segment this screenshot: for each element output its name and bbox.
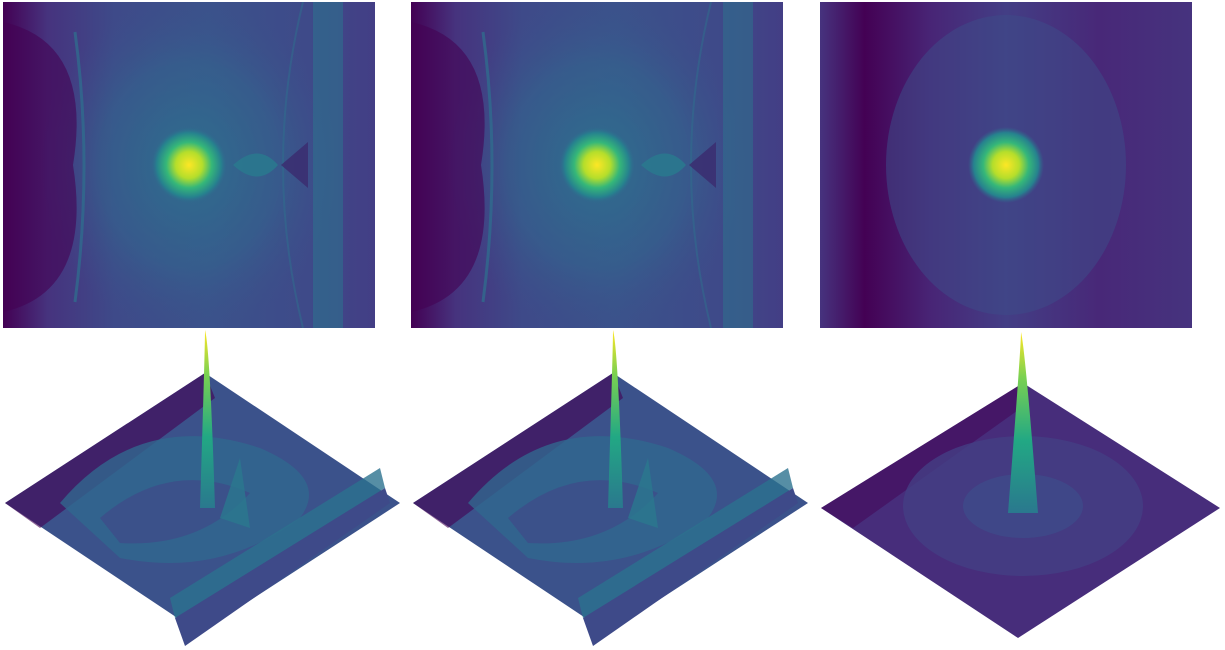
heatmap-image-1 — [3, 2, 375, 328]
heatmap-panel-1 — [3, 2, 375, 328]
heatmap-image-2 — [411, 2, 783, 328]
surface-plot-1 — [0, 328, 402, 646]
surface-plot-2 — [408, 328, 810, 646]
surface-image-2 — [413, 330, 808, 646]
heatmap-panel-3 — [820, 2, 1192, 328]
heatmap-image-3 — [820, 2, 1192, 328]
surface-plot-3 — [818, 328, 1220, 646]
heatmap-panel-2 — [411, 2, 783, 328]
surface-image-1 — [5, 330, 400, 646]
surface-image-3 — [821, 332, 1220, 638]
